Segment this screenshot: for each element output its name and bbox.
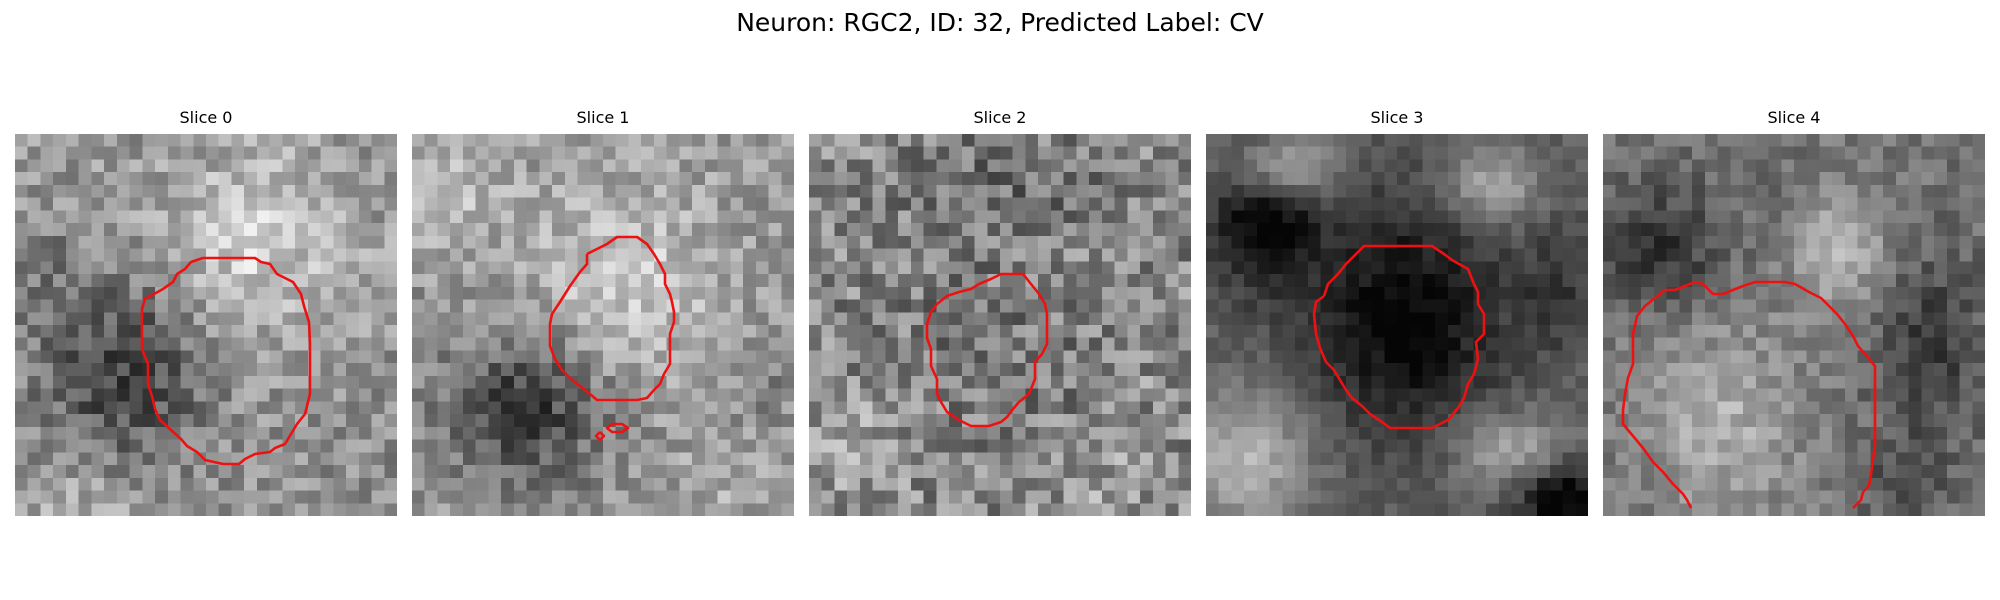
slice-0-image xyxy=(15,134,397,516)
slice-1-panel: Slice 1 xyxy=(412,108,794,516)
figure-title: Neuron: RGC2, ID: 32, Predicted Label: C… xyxy=(736,8,1264,37)
slice-4-panel: Slice 4 xyxy=(1603,108,1985,516)
slice-2-panel: Slice 2 xyxy=(809,108,1191,516)
slice-4-contour-overlay xyxy=(1621,280,1877,509)
slice-4-title: Slice 4 xyxy=(1767,108,1821,127)
slice-1-title: Slice 1 xyxy=(576,108,630,127)
slice-4-contour-line-0 xyxy=(1621,280,1696,509)
slice-1-contour-line-0 xyxy=(548,235,676,402)
slice-3-panel: Slice 3 xyxy=(1206,108,1588,516)
slice-3-grayscale-image xyxy=(1206,134,1588,516)
slice-0-title: Slice 0 xyxy=(179,108,233,127)
slice-4-grayscale-image xyxy=(1603,134,1985,516)
slice-3-contour-overlay xyxy=(1312,244,1486,430)
slice-4-contour-line-1 xyxy=(1694,280,1877,509)
slice-0-grayscale-image xyxy=(15,134,397,516)
slice-0-panel: Slice 0 xyxy=(15,108,397,516)
slice-1-contour-overlay xyxy=(548,235,676,442)
slice-3-title: Slice 3 xyxy=(1370,108,1424,127)
slice-1-image xyxy=(412,134,794,516)
slice-4-image xyxy=(1603,134,1985,516)
slice-1-contour-line-1 xyxy=(605,422,630,434)
slice-1-grayscale-image xyxy=(412,134,794,516)
slice-3-image xyxy=(1206,134,1588,516)
slice-2-contour-line-0 xyxy=(925,272,1049,428)
slice-0-contour-line-0 xyxy=(140,256,312,466)
slice-2-grayscale-image xyxy=(809,134,1191,516)
slice-2-contour-overlay xyxy=(925,272,1049,428)
slice-2-image xyxy=(809,134,1191,516)
slice-3-contour-line-0 xyxy=(1312,244,1486,430)
slice-0-contour-overlay xyxy=(140,256,312,466)
slice-2-title: Slice 2 xyxy=(973,108,1027,127)
slice-1-contour-line-2 xyxy=(594,431,606,442)
